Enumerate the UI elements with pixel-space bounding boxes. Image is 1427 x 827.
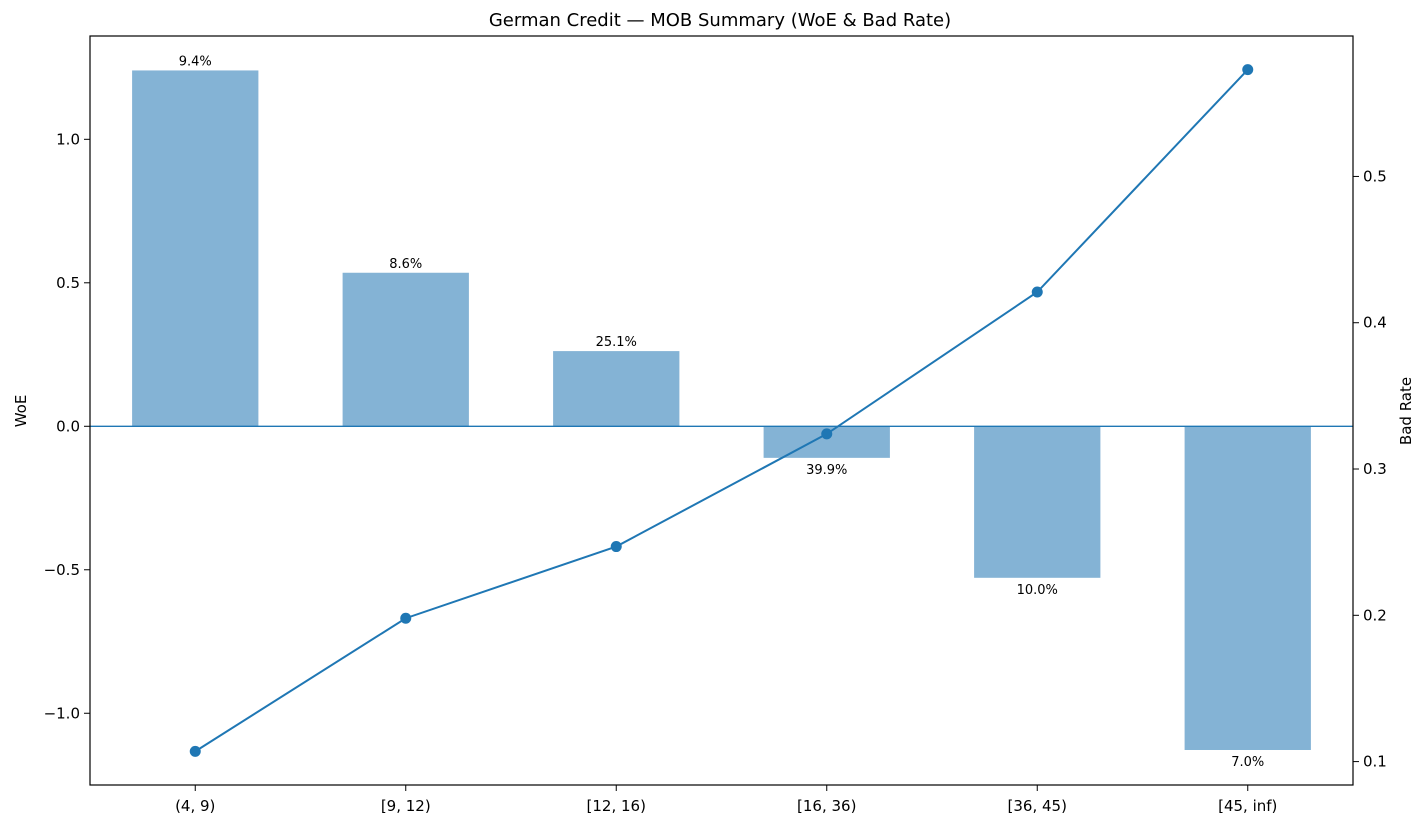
- bad-rate-point: [189, 745, 201, 757]
- x-tick-label: [9, 12): [381, 797, 431, 815]
- y2-tick-label: 0.5: [1363, 167, 1387, 185]
- bars-layer: [132, 70, 1311, 750]
- y2-axis-label: Bad Rate: [1397, 377, 1415, 445]
- woe-bar: [132, 70, 259, 427]
- bar-data-label: 25.1%: [596, 335, 637, 350]
- bar-data-label: 10.0%: [1017, 583, 1058, 598]
- x-tick-label: [12, 16): [587, 797, 646, 815]
- bad-rate-point: [610, 541, 622, 553]
- y-tick-label: −1.0: [44, 704, 80, 722]
- bar-labels-layer: 9.4% 8.6% 25.1% 39.9% 10.0% 7.0%: [179, 54, 1265, 770]
- y-tick-label: 1.0: [56, 130, 80, 148]
- y2-tick-label: 0.2: [1363, 606, 1387, 624]
- chart-title: German Credit — MOB Summary (WoE & Bad R…: [489, 10, 951, 31]
- bad-rate-point: [1031, 286, 1043, 298]
- bad-rate-point: [400, 612, 412, 624]
- woe-bar: [342, 272, 469, 427]
- axes-layer: −1.0 −0.5 0.0 0.5 1.0 0.1 0.2 0.3 0.4 0.5 (4, 9) [9…: [44, 130, 1387, 815]
- bar-data-label: 7.0%: [1231, 755, 1264, 770]
- bar-data-label: 8.6%: [389, 257, 422, 272]
- y-tick-label: 0.5: [56, 274, 80, 292]
- x-tick-label: [16, 36): [797, 797, 856, 815]
- bad-rate-point: [1242, 64, 1254, 76]
- woe-bar: [1184, 426, 1311, 750]
- y2-tick-label: 0.1: [1363, 753, 1387, 771]
- bad-rate-point: [821, 428, 833, 440]
- y-tick-label: −0.5: [44, 561, 80, 579]
- bad-rate-line: [194, 68, 1249, 753]
- bar-data-label: 9.4%: [179, 54, 212, 69]
- bad-rate-line-layer: [189, 64, 1254, 757]
- x-tick-label: (4, 9): [175, 797, 215, 815]
- y-tick-label: 0.0: [56, 417, 80, 435]
- bar-data-label: 39.9%: [806, 463, 847, 478]
- plot-frame: [89, 35, 1354, 786]
- y-axis-label: WoE: [12, 395, 30, 428]
- x-tick-label: [45, inf): [1218, 797, 1277, 815]
- x-tick-label: [36, 45): [1008, 797, 1067, 815]
- woe-bar: [974, 426, 1101, 578]
- y2-tick-label: 0.3: [1363, 460, 1387, 478]
- y2-tick-label: 0.4: [1363, 314, 1387, 332]
- woe-bar: [553, 351, 680, 427]
